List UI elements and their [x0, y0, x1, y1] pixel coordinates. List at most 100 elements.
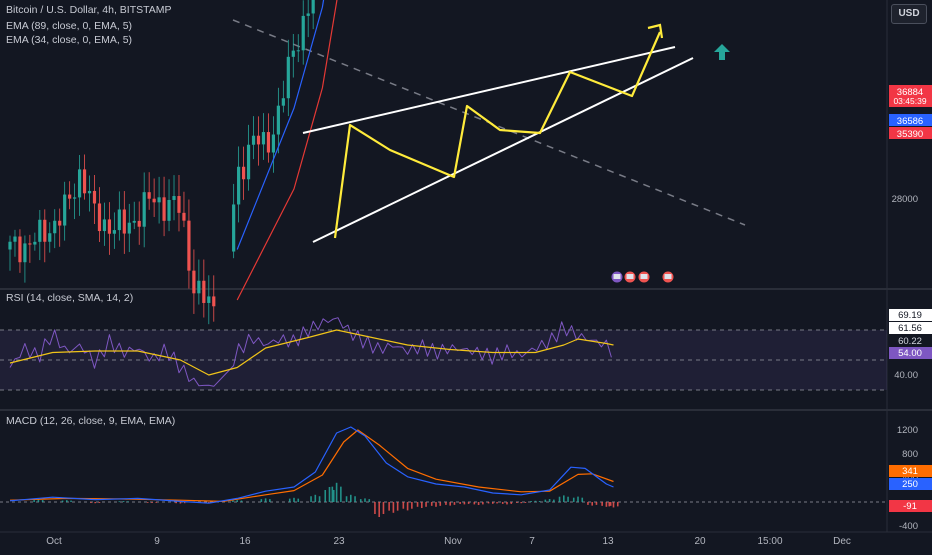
macd-histogram-bar: [146, 502, 149, 503]
macd-histogram-bar: [567, 496, 569, 502]
macd-histogram-bar: [297, 498, 300, 502]
time-axis-tick-label: 15:00: [757, 536, 782, 547]
macd-histogram-bar: [345, 496, 348, 502]
candle-body: [286, 56, 290, 99]
macd-histogram-bar: [155, 502, 158, 503]
candle-body: [212, 296, 216, 307]
candle-body: [256, 135, 261, 145]
macd-histogram-bar: [482, 502, 484, 505]
macd-histogram-bar: [392, 502, 395, 513]
candle-body: [13, 236, 17, 242]
macd-histogram-bar: [538, 501, 541, 502]
macd-histogram-bar: [435, 502, 437, 507]
candle-body: [53, 220, 57, 234]
macd-histogram-bar: [350, 494, 352, 502]
macd-value-text: 250: [902, 479, 918, 490]
candle-body: [48, 233, 52, 242]
rsi-ma-line: [9, 329, 614, 376]
candle-body: [117, 209, 121, 231]
macd-legend: MACD (12, 26, close, 9, EMA, EMA): [6, 415, 176, 427]
macd-histogram-bar: [459, 502, 461, 504]
macd-histogram-bar: [94, 502, 96, 504]
candle-body: [122, 209, 126, 234]
candle-body: [147, 192, 151, 199]
candle-body: [177, 196, 181, 213]
macd-histogram-bar: [487, 502, 490, 504]
candle-body: [43, 219, 47, 242]
macd-histogram-bar: [524, 502, 527, 503]
macd-histogram-bar: [605, 502, 608, 507]
rsi-value-text: 60.22: [898, 336, 922, 347]
event-icon-inner: [664, 274, 672, 279]
macd-value-text: 341: [902, 466, 918, 477]
rsi-axis-tick-label: 40.00: [894, 370, 918, 381]
macd-histogram-bar: [127, 501, 129, 503]
macd-histogram-bar: [473, 502, 476, 505]
macd-histogram-bar: [530, 501, 532, 502]
macd-histogram-bar: [601, 502, 603, 506]
macd-histogram-bar: [467, 502, 470, 504]
candle-body: [58, 220, 62, 226]
ema89-line: [236, 0, 338, 301]
rsi-value-text: 69.19: [898, 310, 922, 321]
macd-histogram-bar: [293, 497, 295, 502]
macd-value-badge: [889, 465, 932, 477]
pattern-arrowhead: [647, 23, 664, 39]
macd-histogram-bar: [331, 486, 334, 502]
candle-body: [246, 144, 251, 180]
macd-histogram-bar: [260, 499, 263, 502]
macd-histogram-bar: [37, 499, 40, 502]
up-arrow-icon: [714, 44, 730, 60]
macd-histogram-bar: [332, 490, 335, 502]
candle-body: [202, 280, 206, 303]
macd-histogram-bar: [534, 500, 537, 502]
macd-histogram-bar: [269, 499, 271, 502]
macd-histogram-bar: [378, 502, 380, 517]
macd-histogram-bar: [374, 502, 376, 514]
macd-histogram-bar: [354, 496, 356, 502]
candle-body: [137, 220, 141, 227]
candle-body: [97, 203, 102, 232]
macd-histogram-bar: [520, 502, 522, 504]
candle-body: [77, 169, 82, 198]
macd-value-badge: [889, 500, 932, 512]
macd-histogram-bar: [558, 496, 561, 502]
candle-body: [197, 280, 201, 294]
macd-histogram-bar: [445, 502, 447, 505]
macd-histogram-bar: [587, 502, 589, 505]
rsi-value-text: 54.00: [898, 348, 922, 359]
macd-histogram-bar: [324, 490, 327, 502]
candle-body: [232, 204, 236, 252]
time-axis-tick-label: 7: [529, 536, 535, 547]
macd-histogram-bar: [553, 499, 555, 502]
macd-histogram-bar: [328, 487, 331, 502]
macd-histogram-bar: [118, 501, 121, 503]
macd-histogram-bar: [477, 502, 480, 505]
candle-body: [296, 50, 300, 52]
candle-body: [28, 243, 32, 245]
candle-body: [281, 98, 285, 106]
macd-histogram-bar: [453, 502, 456, 505]
currency-button[interactable]: USD: [891, 4, 927, 24]
price-label-badge: [889, 114, 932, 126]
time-axis-tick-label: 20: [694, 536, 706, 547]
macd-histogram-bar: [411, 502, 413, 509]
macd-histogram-bar: [421, 502, 423, 508]
symbol-title: Bitcoin / U.S. Dollar, 4h, BITSTAMP: [6, 4, 172, 16]
candle-body: [152, 198, 156, 203]
candle-body: [192, 270, 196, 294]
candle-body: [82, 169, 87, 194]
macd-histogram-bar: [616, 502, 619, 507]
candle-body: [162, 197, 166, 221]
candle-body: [127, 222, 131, 234]
macd-histogram-bar: [439, 502, 442, 506]
macd-histogram-bar: [340, 486, 342, 502]
macd-histogram-bar: [66, 500, 68, 502]
macd-histogram-bar: [463, 502, 466, 505]
macd-histogram-bar: [581, 497, 584, 502]
candle-body: [112, 230, 116, 234]
macd-histogram-bar: [364, 498, 366, 502]
time-axis-tick-label: 16: [239, 536, 251, 547]
